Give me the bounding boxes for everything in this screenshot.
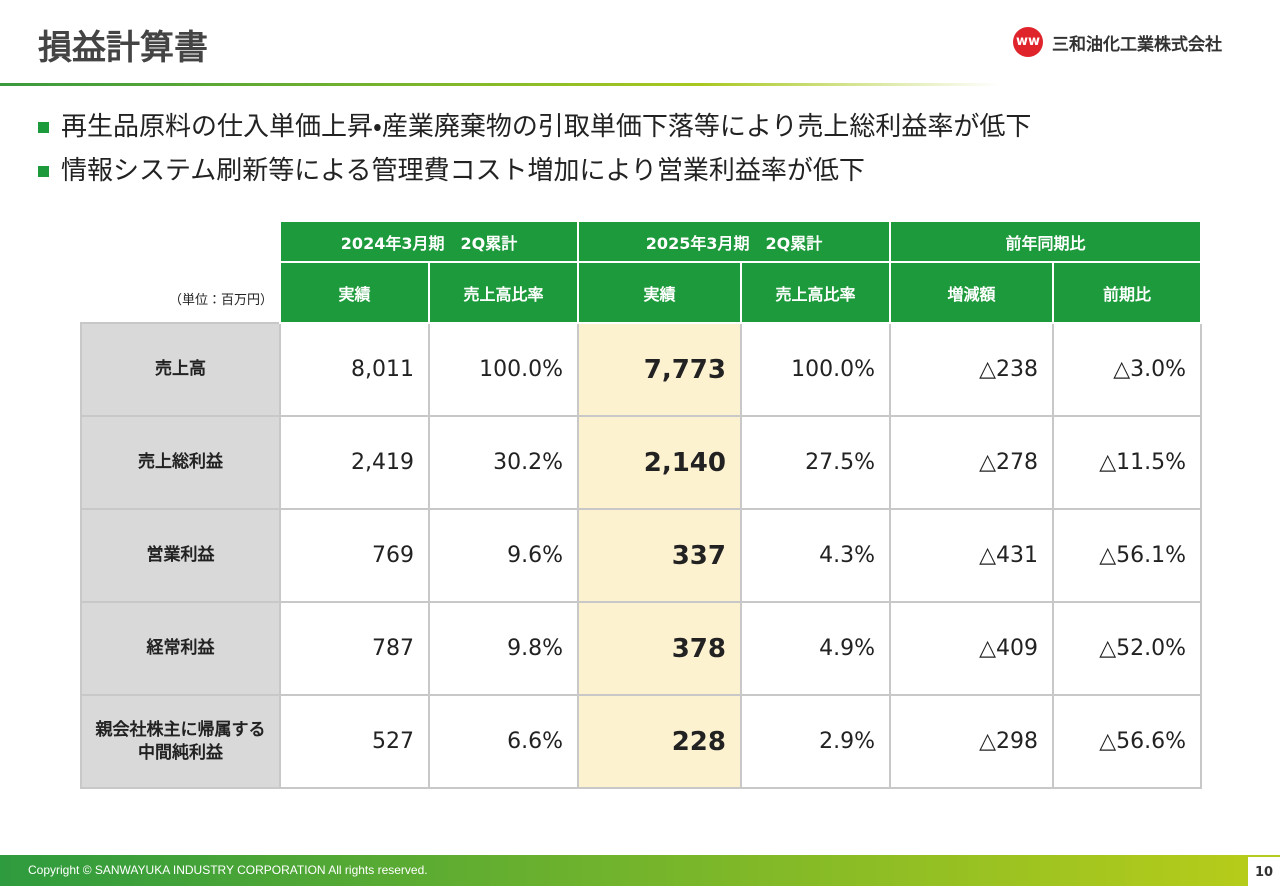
cell: △56.1% [1051, 508, 1203, 603]
page-number: 10 [1248, 855, 1280, 886]
cell: 9.6% [428, 508, 579, 603]
group-header: 前年同期比 [888, 220, 1203, 263]
cell: △52.0% [1051, 601, 1203, 696]
subheader: 増減額 [889, 261, 1054, 324]
cell: 30.2% [428, 415, 579, 510]
company-name: 三和油化工業株式会社 [1052, 35, 1222, 55]
cell: △3.0% [1051, 322, 1203, 417]
cell: 2.9% [740, 694, 891, 789]
cell: 787 [279, 601, 430, 696]
cell: △56.6% [1051, 694, 1203, 789]
unit-note: （単位：百万円） [81, 221, 280, 323]
bullet-marker [38, 122, 49, 133]
cell: 7,773 [577, 322, 742, 417]
cell: △11.5% [1051, 415, 1203, 510]
cell: 8,011 [279, 322, 430, 417]
cell: 9.8% [428, 601, 579, 696]
copyright: Copyright © SANWAYUKA INDUSTRY CORPORATI… [28, 863, 428, 877]
bullet-text: 情報システム刷新等による管理費コスト増加により営業利益率が低下 [61, 156, 865, 186]
cell: 378 [577, 601, 742, 696]
cell: 27.5% [740, 415, 891, 510]
table-row: 売上総利益 2,419 30.2% 2,140 27.5% △278 △11.5% [80, 415, 1203, 510]
subheader-row: 実績 売上高比率 実績 売上高比率 増減額 前期比 [81, 261, 1203, 324]
cell: △431 [889, 508, 1054, 603]
cell: 769 [279, 508, 430, 603]
row-label: 営業利益 [80, 508, 281, 603]
subheader: 売上高比率 [428, 261, 579, 324]
cell: △238 [889, 322, 1054, 417]
logo: ww [1013, 27, 1043, 57]
row-label: 売上高 [80, 322, 281, 417]
cell: 6.6% [428, 694, 579, 789]
cell: 228 [577, 694, 742, 789]
header-row: （単位：百万円） 2024年3月期 2Q累計 2025年3月期 2Q累計 前年同期比 [81, 220, 1203, 323]
table-row: 経常利益 787 9.8% 378 4.9% △409 △52.0% [80, 601, 1203, 696]
cell: △298 [889, 694, 1054, 789]
cell: 100.0% [740, 322, 891, 417]
header-rule [0, 83, 1000, 86]
cell: △409 [889, 601, 1054, 696]
cell: 4.9% [740, 601, 891, 696]
row-label: 売上総利益 [80, 415, 281, 510]
subheader: 売上高比率 [740, 261, 891, 324]
cell: 2,140 [577, 415, 742, 510]
title: 損益計算書 [38, 28, 208, 68]
footer-bar: Copyright © SANWAYUKA INDUSTRY CORPORATI… [0, 855, 1248, 886]
subheader: 実績 [577, 261, 742, 324]
subheader: 前期比 [1051, 261, 1203, 324]
group-header: 2024年3月期 2Q累計 [279, 220, 579, 263]
row-label: 親会社株主に帰属する 中間純利益 [80, 694, 281, 789]
table-row: 親会社株主に帰属する 中間純利益 527 6.6% 228 2.9% △298 △56.6% [80, 694, 1203, 789]
bullet-text: 再生品原料の仕入単価上昇・産業廃棄物の引取単価下落等により売上総利益率が低下 [61, 112, 1032, 142]
cell: 100.0% [428, 322, 579, 417]
table-row: 売上高 8,011 100.0% 7,773 100.0% △238 △3.0% [80, 322, 1203, 417]
table-row: 営業利益 769 9.6% 337 4.3% △431 △56.1% [80, 508, 1203, 603]
cell: 527 [279, 694, 430, 789]
cell: 337 [577, 508, 742, 603]
bullet-marker [38, 166, 49, 177]
cell: △278 [889, 415, 1054, 510]
income-table: （単位：百万円） 2024年3月期 2Q累計 2025年3月期 2Q累計 前年同期比実… [80, 220, 1203, 789]
cell: 2,419 [279, 415, 430, 510]
bullet: 再生品原料の仕入単価上昇・産業廃棄物の引取単価下落等により売上総利益率が低下 [38, 106, 1031, 143]
subheader: 実績 [279, 261, 430, 324]
group-header: 2025年3月期 2Q累計 [577, 220, 891, 263]
cell: 4.3% [740, 508, 891, 603]
bullet: 情報システム刷新等による管理費コスト増加により営業利益率が低下 [38, 150, 865, 187]
row-label: 経常利益 [80, 601, 281, 696]
